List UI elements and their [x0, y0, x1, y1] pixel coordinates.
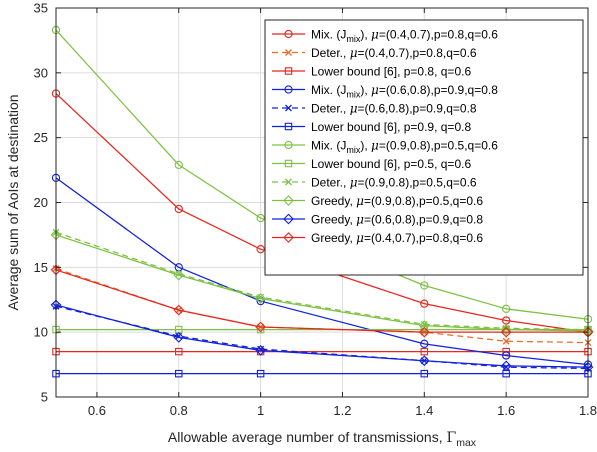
legend-swatch-marker-0 [284, 29, 293, 39]
y-tick-label-0: 5 [41, 390, 48, 405]
series-line-11 [55, 269, 588, 333]
legend-label-1: Deter., μ=(0.4,0.7),p=0.8,q=0.6 [311, 46, 477, 60]
legend-label-4: Deter., μ=(0.6,0.8),p=0.9,q=0.8 [311, 101, 477, 115]
legend-entry-1: Deter., μ=(0.4,0.7),p=0.8,q=0.6 [272, 46, 477, 60]
data-point-2-3 [420, 347, 429, 356]
legend-entry-10: Greedy, μ=(0.6,0.8),p=0.9,q=0.8 [272, 212, 483, 226]
series-lines [50, 25, 594, 378]
data-point-10-3 [418, 355, 430, 367]
series-0 [51, 89, 593, 337]
legend-label-10: Greedy, μ=(0.6,0.8),p=0.9,q=0.8 [311, 212, 483, 226]
x-tick-label-4: 1.4 [415, 403, 433, 418]
legend-label-6: Mix. (Jmix), μ=(0.9,0.8),p=0.5,q=0.6 [311, 138, 498, 155]
data-point-6-3 [420, 281, 429, 290]
legend-swatch-marker-5 [284, 122, 293, 131]
legend-swatch-marker-11 [283, 232, 294, 243]
data-point-2-1 [175, 347, 183, 356]
data-point-1-4 [502, 337, 510, 345]
data-point-6-2 [256, 213, 265, 223]
x-tick-label-1: 0.8 [170, 403, 188, 418]
legend-entry-7: Lower bound [6], p=0.5, q=0.6 [272, 157, 471, 171]
y-tick-label-2: 15 [34, 260, 48, 275]
axes: 0.6 0.8 1 1.2 1.4 1.6 1.8 5 10 15 20 25 30 35 Allowabl… [5, 1, 597, 450]
y-tick-label-1: 10 [34, 325, 48, 340]
legend-label-0: Mix. (Jmix), μ=(0.4,0.7),p=0.8,q=0.6 [311, 27, 498, 44]
data-point-5-2 [256, 369, 265, 378]
y-tick-label-3: 20 [34, 195, 48, 210]
x-axis-title: Allowable average number of transmission… [168, 429, 477, 449]
data-point-5-1 [175, 369, 183, 378]
legend-label-11: Greedy, μ=(0.4,0.7),p=0.8,q=0.6 [311, 231, 483, 245]
y-tick-label-6: 35 [34, 1, 48, 16]
data-point-0-3 [420, 299, 429, 308]
legend-label-9: Greedy, μ=(0.9,0.8),p=0.5,q=0.6 [311, 194, 483, 208]
data-point-10-1 [173, 331, 185, 343]
data-point-0-4 [502, 316, 511, 325]
legend-box [264, 19, 584, 276]
data-point-0-1 [174, 204, 183, 214]
legend-label-7: Lower bound [6], p=0.5, q=0.6 [311, 157, 471, 171]
x-tick-label-3: 1.2 [333, 403, 351, 418]
legend: Mix. (Jmix), μ=(0.4,0.7),p=0.8,q=0.6 Dete… [264, 19, 584, 276]
legend-label-2: Lower bound [6], p=0.8, q=0.6 [311, 64, 471, 78]
legend-swatch-marker-9 [283, 195, 294, 206]
legend-swatch-marker-2 [284, 67, 293, 75]
legend-swatch-marker-6 [284, 140, 293, 150]
data-point-3-4 [502, 351, 511, 360]
data-point-9-3 [418, 320, 430, 332]
legend-swatch-marker-1 [285, 49, 292, 56]
legend-entry-0: Mix. (Jmix), μ=(0.4,0.7),p=0.8,q=0.6 [272, 27, 498, 44]
x-tick-label-2: 1 [257, 403, 264, 418]
data-point-11-3 [418, 326, 430, 338]
legend-entry-5: Lower bound [6], p=0.9, q=0.8 [272, 120, 471, 134]
data-point-9-4 [500, 324, 512, 335]
data-point-11-4 [500, 326, 512, 338]
legend-swatch-marker-3 [284, 85, 293, 94]
data-point-6-1 [174, 160, 183, 170]
series-line-9 [55, 234, 589, 332]
legend-label-8: Deter., μ=(0.9,0.8),p=0.5,q=0.6 [311, 175, 477, 189]
legend-label-5: Lower bound [6], p=0.9, q=0.8 [311, 120, 471, 134]
data-point-0-2 [256, 245, 265, 254]
series-line-10 [55, 304, 589, 368]
series-line-0 [55, 93, 589, 333]
legend-entry-2: Lower bound [6], p=0.8, q=0.6 [272, 64, 471, 78]
data-point-10-2 [255, 344, 266, 356]
legend-entry-9: Greedy, μ=(0.9,0.8),p=0.5,q=0.6 [272, 194, 483, 208]
data-point-10-4 [500, 360, 512, 372]
legend-label-3: Mix. (Jmix), μ=(0.6,0.8),p=0.9,q=0.8 [311, 83, 498, 100]
data-point-11-2 [255, 321, 266, 333]
x-tick-label-5: 1.6 [497, 403, 515, 418]
series-line-4 [55, 305, 589, 370]
series-11 [50, 264, 594, 338]
data-point-9-1 [173, 269, 185, 281]
data-point-2-4 [502, 347, 510, 356]
data-point-9-2 [255, 293, 266, 304]
x-tick-label-0: 0.6 [88, 403, 106, 418]
data-point-3-3 [420, 339, 429, 348]
x-tick-label-6: 1.8 [579, 403, 597, 418]
data-point-5-3 [420, 369, 429, 378]
legend-swatch-marker-7 [284, 159, 293, 168]
series-line-3 [55, 177, 589, 366]
y-axis-title: Average sum of AoIs at destination [5, 94, 21, 310]
series-9 [50, 229, 594, 337]
y-tick-label-5: 30 [34, 65, 48, 80]
legend-swatch-marker-4 [285, 104, 292, 112]
y-tick-label-4: 25 [34, 130, 48, 145]
data-point-6-4 [502, 304, 511, 313]
series-10 [50, 299, 594, 373]
legend-entry-11: Greedy, μ=(0.4,0.7),p=0.8,q=0.6 [272, 231, 483, 245]
legend-entry-8: Deter., μ=(0.9,0.8),p=0.5,q=0.6 [272, 175, 477, 189]
data-point-11-1 [173, 304, 185, 316]
legend-swatch-marker-8 [285, 178, 292, 186]
legend-entry-4: Deter., μ=(0.6,0.8),p=0.9,q=0.8 [272, 101, 477, 115]
legend-swatch-marker-10 [283, 213, 294, 225]
legend-entry-6: Mix. (Jmix), μ=(0.9,0.8),p=0.5,q=0.6 [272, 138, 498, 155]
legend-entry-3: Mix. (Jmix), μ=(0.6,0.8),p=0.9,q=0.8 [272, 83, 498, 100]
